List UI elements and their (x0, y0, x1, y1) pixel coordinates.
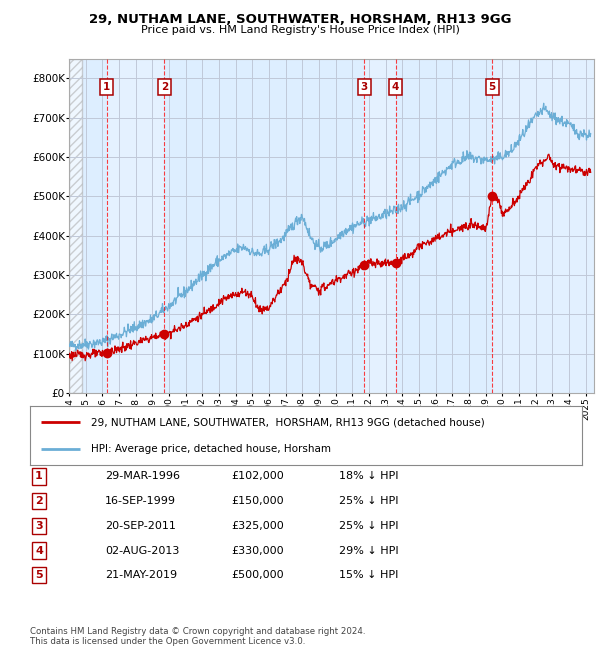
Text: 4: 4 (392, 82, 399, 92)
Text: £150,000: £150,000 (231, 496, 284, 506)
Text: 21-MAY-2019: 21-MAY-2019 (105, 570, 177, 580)
Text: 20-SEP-2011: 20-SEP-2011 (105, 521, 176, 531)
Text: 29% ↓ HPI: 29% ↓ HPI (339, 545, 398, 556)
Text: 3: 3 (35, 521, 43, 531)
Text: 29, NUTHAM LANE, SOUTHWATER,  HORSHAM, RH13 9GG (detached house): 29, NUTHAM LANE, SOUTHWATER, HORSHAM, RH… (91, 417, 484, 427)
Text: 25% ↓ HPI: 25% ↓ HPI (339, 496, 398, 506)
Text: 18% ↓ HPI: 18% ↓ HPI (339, 471, 398, 482)
Text: £330,000: £330,000 (231, 545, 284, 556)
Bar (69, 58, 82, 393)
Text: 29-MAR-1996: 29-MAR-1996 (105, 471, 180, 482)
Bar (107, 58, 164, 393)
Text: Contains HM Land Registry data © Crown copyright and database right 2024.: Contains HM Land Registry data © Crown c… (30, 627, 365, 636)
Text: 3: 3 (361, 82, 368, 92)
Text: 15% ↓ HPI: 15% ↓ HPI (339, 570, 398, 580)
Bar (364, 58, 395, 393)
Text: 25% ↓ HPI: 25% ↓ HPI (339, 521, 398, 531)
Text: 5: 5 (35, 570, 43, 580)
Text: HPI: Average price, detached house, Horsham: HPI: Average price, detached house, Hors… (91, 444, 331, 454)
Text: 16-SEP-1999: 16-SEP-1999 (105, 496, 176, 506)
Text: 29, NUTHAM LANE, SOUTHWATER, HORSHAM, RH13 9GG: 29, NUTHAM LANE, SOUTHWATER, HORSHAM, RH… (89, 13, 511, 26)
Text: 1: 1 (35, 471, 43, 482)
Text: 4: 4 (35, 545, 43, 556)
Text: 5: 5 (488, 82, 496, 92)
Text: £325,000: £325,000 (231, 521, 284, 531)
Text: 2: 2 (35, 496, 43, 506)
Text: £102,000: £102,000 (231, 471, 284, 482)
Text: 2: 2 (161, 82, 168, 92)
Text: 1: 1 (103, 82, 110, 92)
Text: Price paid vs. HM Land Registry's House Price Index (HPI): Price paid vs. HM Land Registry's House … (140, 25, 460, 35)
Text: This data is licensed under the Open Government Licence v3.0.: This data is licensed under the Open Gov… (30, 637, 305, 646)
Bar (492, 58, 594, 393)
Text: £500,000: £500,000 (231, 570, 284, 580)
Text: 02-AUG-2013: 02-AUG-2013 (105, 545, 179, 556)
